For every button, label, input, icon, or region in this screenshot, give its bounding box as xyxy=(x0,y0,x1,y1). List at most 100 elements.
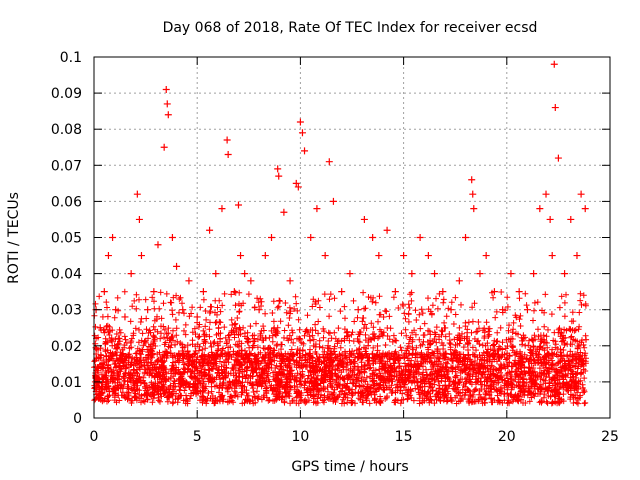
data-point xyxy=(241,270,249,278)
data-point xyxy=(424,252,432,260)
x-tick-label: 20 xyxy=(498,429,516,445)
data-point xyxy=(179,306,187,314)
data-point xyxy=(168,234,176,241)
data-point xyxy=(292,179,300,187)
data-point xyxy=(383,226,391,234)
data-point xyxy=(163,100,171,108)
x-tick-label: 15 xyxy=(395,429,413,445)
data-point xyxy=(577,190,585,198)
data-point xyxy=(542,190,550,198)
data-point xyxy=(173,262,181,270)
data-point xyxy=(218,205,226,213)
data-point xyxy=(321,252,329,260)
data-point xyxy=(354,306,362,314)
data-point xyxy=(261,252,269,260)
data-point xyxy=(237,252,245,260)
data-point xyxy=(162,85,170,93)
x-tick-label: 0 xyxy=(90,429,99,445)
data-point xyxy=(507,270,515,278)
data-point xyxy=(104,252,112,260)
x-tick-label: 25 xyxy=(601,429,619,445)
axis-ticks: 0 0.01 0.02 0.03 0.04 0.05 0.06 0.07 0.08 0.09 0.1… xyxy=(51,50,619,445)
data-point xyxy=(121,313,129,321)
data-point xyxy=(127,270,135,278)
data-point xyxy=(551,104,559,112)
data-point xyxy=(206,226,214,234)
y-tick-label: 0.08 xyxy=(51,122,82,138)
data-point xyxy=(375,252,383,260)
data-point xyxy=(469,190,477,198)
data-point xyxy=(154,241,162,249)
data-point xyxy=(199,288,207,296)
data-point xyxy=(223,136,231,144)
data-point xyxy=(164,111,172,119)
background-noise-band xyxy=(91,288,590,407)
data-point xyxy=(536,205,544,213)
data-point xyxy=(115,335,123,343)
data-point xyxy=(150,288,158,296)
data-point xyxy=(109,234,117,241)
data-point xyxy=(301,147,309,155)
data-point xyxy=(286,277,294,285)
data-point xyxy=(369,234,377,241)
data-point xyxy=(523,306,531,314)
data-point xyxy=(567,215,575,223)
data-point xyxy=(268,234,276,241)
data-point xyxy=(554,154,562,162)
data-point xyxy=(338,288,346,296)
data-point xyxy=(185,277,193,285)
data-point xyxy=(476,270,484,278)
data-point xyxy=(546,215,554,223)
data-point xyxy=(468,176,476,184)
data-point xyxy=(490,288,498,296)
data-point xyxy=(112,306,120,314)
y-tick-label: 0 xyxy=(73,411,82,427)
data-point xyxy=(96,324,104,332)
data-point xyxy=(144,306,152,314)
data-point xyxy=(307,234,315,241)
x-axis-label: GPS time / hours xyxy=(291,459,408,475)
y-tick-label: 0.02 xyxy=(51,339,82,355)
data-point xyxy=(193,313,201,321)
data-point xyxy=(447,306,455,314)
data-point xyxy=(234,201,242,209)
data-point xyxy=(581,205,589,213)
y-tick-label: 0.04 xyxy=(51,267,82,283)
data-point xyxy=(296,118,304,126)
data-point xyxy=(313,205,321,213)
data-point xyxy=(294,183,302,191)
y-tick-label: 0.09 xyxy=(51,86,82,102)
data-point xyxy=(100,288,108,296)
data-point xyxy=(439,288,447,296)
data-point xyxy=(391,288,399,296)
y-tick-label: 0.07 xyxy=(51,158,82,174)
data-point xyxy=(212,270,220,278)
data-point xyxy=(431,270,439,278)
y-axis-label: ROTI / TECUs xyxy=(6,192,22,284)
y-tick-label: 0.06 xyxy=(51,194,82,210)
data-point xyxy=(325,158,333,166)
data-point xyxy=(280,208,288,216)
y-tick-label: 0.1 xyxy=(60,50,82,66)
data-point xyxy=(408,270,416,278)
data-point xyxy=(274,165,282,173)
y-tick-label: 0.03 xyxy=(51,303,82,319)
data-point xyxy=(329,197,337,205)
data-point xyxy=(416,234,424,241)
y-tick-label: 0.05 xyxy=(51,231,82,247)
data-point xyxy=(247,277,255,285)
data-point xyxy=(346,270,354,278)
data-point xyxy=(470,205,478,213)
x-tick-label: 10 xyxy=(291,429,309,445)
data-point xyxy=(548,252,556,260)
data-point xyxy=(462,234,470,241)
data-point xyxy=(550,60,558,68)
data-point xyxy=(499,306,507,314)
data-point xyxy=(160,143,168,151)
x-tick-label: 5 xyxy=(193,429,202,445)
data-point xyxy=(530,270,538,278)
data-point xyxy=(573,252,581,260)
data-point xyxy=(137,252,145,260)
data-point xyxy=(515,288,523,296)
